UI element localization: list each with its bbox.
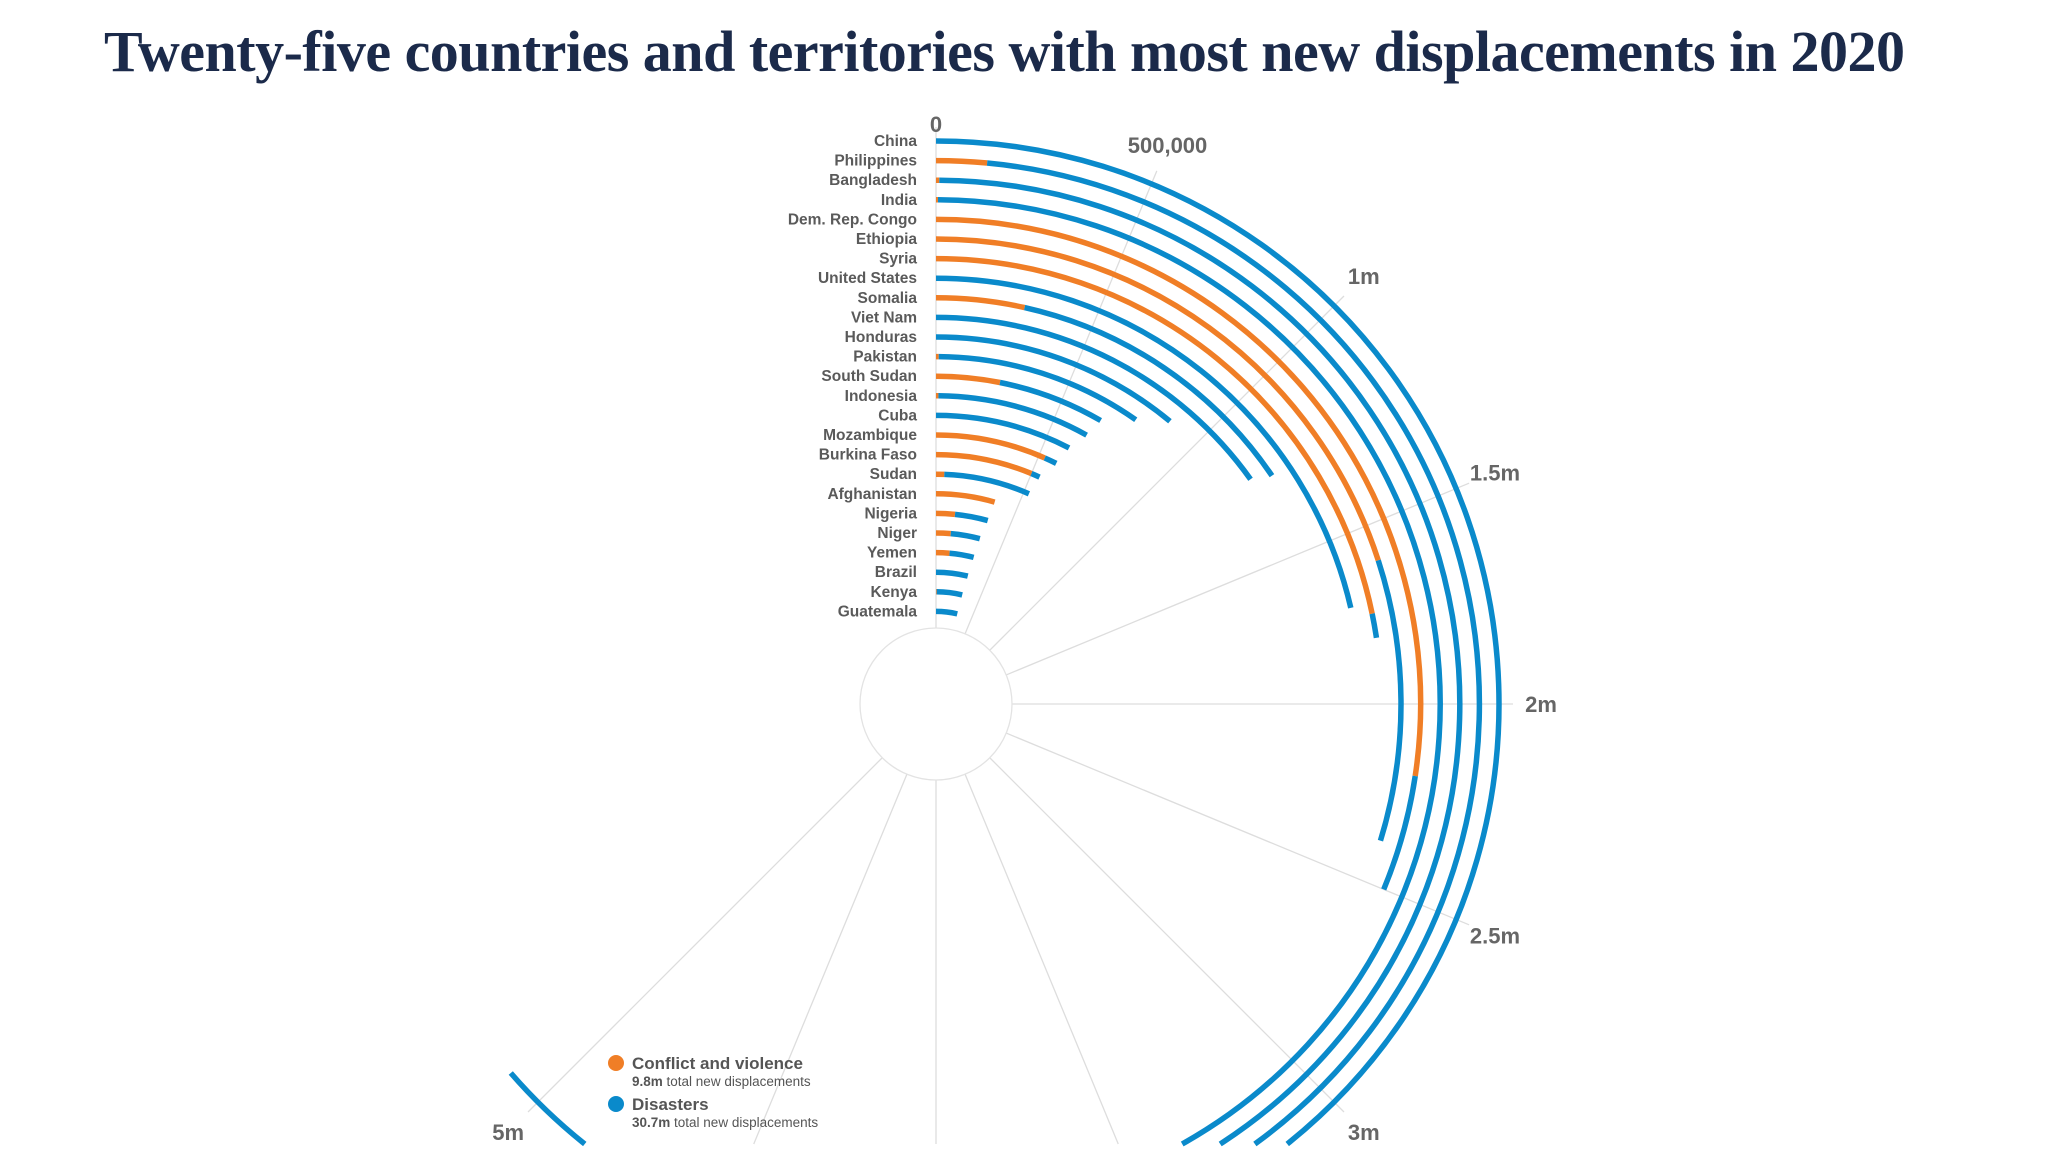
country-label: Mozambique	[823, 427, 917, 444]
country-label: Afghanistan	[827, 486, 917, 503]
bar-conflict	[935, 549, 950, 556]
bar-disasters	[949, 550, 975, 561]
tick-label: 1m	[1348, 264, 1380, 289]
gridline	[989, 295, 1345, 651]
gridline	[964, 773, 1119, 1145]
gridline	[527, 757, 883, 1113]
chart-title: Twenty-five countries and territories wi…	[104, 19, 1905, 84]
bar-disasters	[950, 530, 981, 542]
country-label: Pakistan	[853, 349, 917, 366]
legend-item-disasters: Disasters 30.7m total new displacements	[608, 1095, 818, 1130]
bar-disasters	[939, 177, 1463, 1147]
legend-swatch-conflict	[608, 1055, 624, 1071]
bar-conflict	[935, 451, 1033, 477]
bar-disasters	[986, 160, 1483, 1147]
bar-conflict	[935, 530, 951, 537]
country-label: Indonesia	[845, 388, 918, 405]
gridline	[753, 773, 908, 1145]
tick-labels: 0 500,000 1m 1.5m 2m 2.5m 3m 5m	[492, 112, 1557, 1145]
legend-label-conflict: Conflict and violence	[632, 1054, 803, 1073]
bar-disasters	[1369, 613, 1380, 639]
bar-disasters	[936, 589, 963, 598]
bar-disasters	[1030, 471, 1041, 480]
bar-conflict	[935, 510, 956, 518]
country-label: India	[881, 192, 918, 209]
country-label: Nigeria	[864, 505, 917, 522]
bar-conflict	[935, 255, 1375, 615]
bar-disasters	[935, 275, 1354, 609]
country-label: Philippines	[834, 153, 917, 170]
bar-disasters	[1381, 775, 1418, 891]
gridline	[989, 757, 1345, 1113]
bar-disasters	[954, 511, 989, 524]
legend-item-conflict: Conflict and violence 9.8m total new dis…	[608, 1054, 811, 1089]
tick-label: 500,000	[1128, 133, 1208, 158]
country-label: Ethiopia	[856, 231, 918, 248]
country-label: Niger	[877, 525, 917, 542]
tick-label: 2m	[1525, 692, 1557, 717]
bars	[508, 138, 1502, 1147]
country-label: Kenya	[870, 584, 917, 601]
bar-disasters	[935, 608, 958, 617]
bar-disasters	[935, 412, 1071, 451]
country-label: Cuba	[878, 407, 917, 424]
legend-label-disasters: Disasters	[632, 1095, 709, 1114]
center-circle	[859, 627, 1013, 781]
tick-label: 3m	[1348, 1120, 1380, 1145]
tick-label: 1.5m	[1470, 460, 1520, 485]
bar-disasters	[935, 314, 1253, 481]
bar-disasters	[935, 569, 969, 579]
country-label: Sudan	[870, 466, 917, 483]
country-label: Dem. Rep. Congo	[788, 211, 917, 228]
country-label: China	[874, 133, 917, 150]
legend: Conflict and violence 9.8m total new dis…	[608, 1054, 818, 1130]
bar-disasters	[1375, 559, 1404, 842]
legend-swatch-disasters	[608, 1096, 624, 1112]
bar-disasters	[938, 353, 1138, 423]
bar-conflict	[935, 236, 1381, 562]
country-label: Syria	[879, 251, 917, 268]
bar-conflict	[935, 295, 1026, 311]
legend-total-conflict: 9.8m total new displacements	[632, 1074, 811, 1089]
bar-disasters	[1024, 304, 1275, 478]
bar-disasters	[1043, 455, 1058, 466]
country-label: Brazil	[875, 564, 917, 581]
country-label: Guatemala	[838, 603, 918, 620]
country-labels: China Philippines Bangladesh India Dem. Rep.…	[788, 133, 918, 620]
tick-label: 0	[930, 112, 942, 137]
country-label: South Sudan	[821, 368, 917, 385]
bar-conflict	[935, 373, 1001, 386]
bar-disasters	[508, 1071, 587, 1147]
gridline	[1005, 482, 1470, 676]
country-label: Yemen	[867, 545, 917, 562]
tick-label: 2.5m	[1470, 924, 1520, 949]
country-label: Burkina Faso	[819, 447, 917, 464]
bar-conflict	[935, 432, 1046, 461]
country-label: Somalia	[858, 290, 918, 307]
bar-disasters	[937, 197, 1443, 1147]
bar-disasters	[935, 334, 1172, 424]
country-label: Bangladesh	[829, 172, 917, 189]
bar-disasters	[935, 138, 1502, 1147]
country-label: Viet Nam	[851, 309, 917, 326]
bar-disasters	[999, 379, 1103, 423]
bar-conflict	[935, 491, 996, 505]
tick-label: 5m	[492, 1120, 524, 1145]
bar-conflict	[935, 216, 1424, 777]
legend-total-disasters: 30.7m total new displacements	[632, 1115, 818, 1130]
bar-conflict	[935, 157, 988, 166]
bar-disasters	[938, 393, 1088, 438]
country-label: United States	[818, 270, 917, 287]
gridline	[1005, 732, 1470, 926]
country-label: Honduras	[845, 329, 917, 346]
bar-disasters	[944, 471, 1031, 497]
